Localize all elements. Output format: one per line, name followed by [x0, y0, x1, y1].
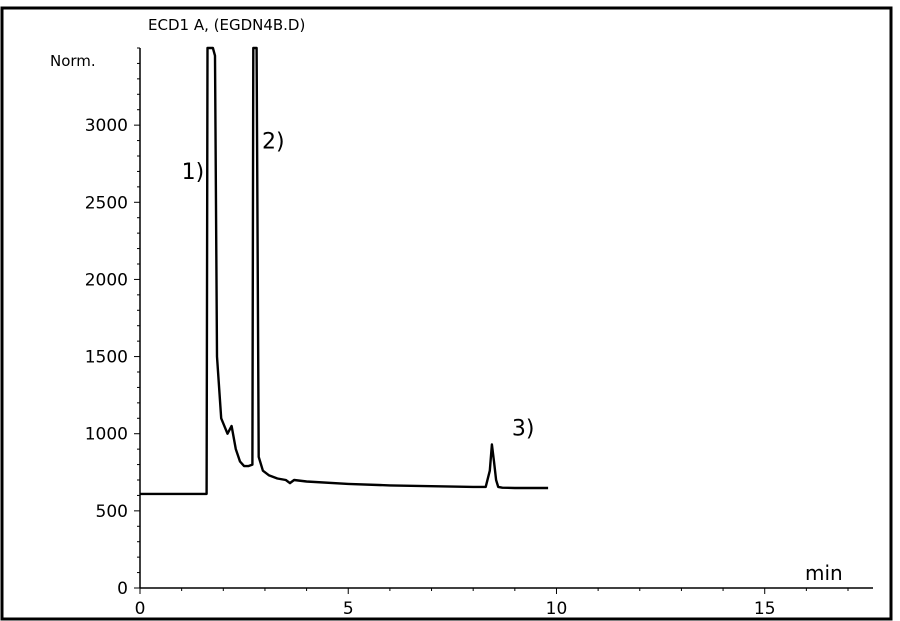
peak-label: 2)	[262, 129, 285, 154]
y-tick-label: 2500	[85, 193, 128, 213]
peak-labels: 1) 2) 3)	[182, 129, 535, 441]
x-tick-label: 10	[546, 599, 568, 619]
x-tick-label: 15	[754, 599, 776, 619]
peak-label: 1)	[182, 160, 205, 185]
y-tick-label: 3000	[85, 116, 128, 136]
x-tick-label: 0	[135, 599, 146, 619]
y-axis-unit: Norm.	[50, 52, 96, 70]
y-tick-label: 0	[117, 579, 128, 599]
chart-frame	[0, 6, 893, 621]
x-tick-label: 5	[343, 599, 354, 619]
chart-title: ECD1 A, (EGDN4B.D)	[148, 16, 305, 34]
x-axis-unit: min	[805, 561, 843, 585]
y-axis-ticks: 0 500 1000 1500 2000 2500 3000	[85, 47, 140, 599]
y-tick-label: 1500	[85, 348, 128, 368]
y-tick-label: 500	[96, 502, 128, 522]
y-tick-label: 2000	[85, 270, 128, 290]
y-tick-label: 1000	[85, 425, 128, 445]
x-axis-ticks: 0 5 10 15	[135, 588, 849, 619]
chromatogram-trace	[140, 46, 549, 496]
peak-label: 3)	[512, 416, 535, 441]
